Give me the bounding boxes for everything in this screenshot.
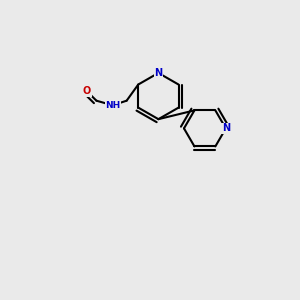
Text: N: N: [222, 123, 230, 134]
Text: O: O: [83, 86, 91, 96]
Text: N: N: [154, 68, 163, 78]
Text: NH: NH: [105, 101, 120, 110]
